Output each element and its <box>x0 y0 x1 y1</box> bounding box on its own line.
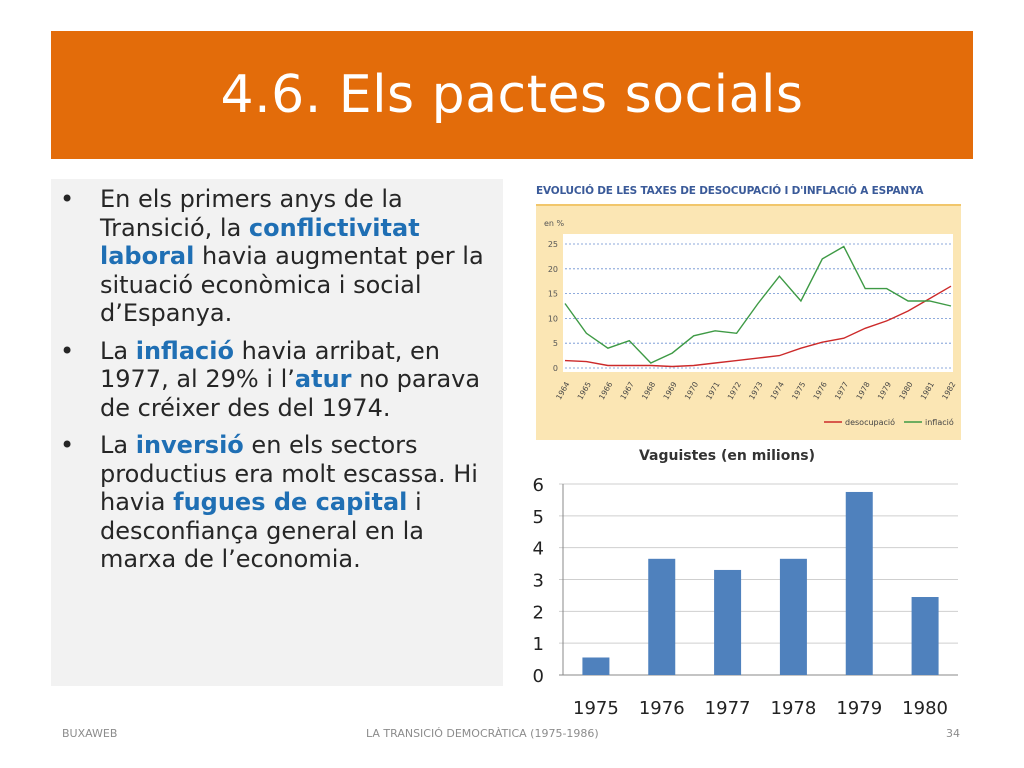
line-x-tick-label: 1968 <box>640 380 657 401</box>
line-x-tick-label: 1972 <box>726 380 743 401</box>
line-x-tick-label: 1973 <box>747 380 764 401</box>
line-x-tick-label: 1966 <box>597 380 614 401</box>
bar-1979 <box>845 491 873 675</box>
line-chart-svg: en % 0 5 10 15 20 25 1964 1965 1966 1967 1968 1969 19… <box>544 219 958 427</box>
line-x-tick-label: 1975 <box>790 380 807 401</box>
bullet-text: en els sectors productius era molt escas… <box>100 431 478 516</box>
bullet-text: no parava de créixer des del 1974. <box>100 365 481 422</box>
line-y-tick-label: 25 <box>548 240 558 249</box>
bar-y-tick-label: 4 <box>533 539 544 560</box>
bullet-text: havia augmentat per la situació econòmic… <box>100 242 484 327</box>
bullet-text: havia arribat, en 1977, al 29% i l’ <box>100 336 440 394</box>
bar-y-tick-label: 0 <box>533 666 544 687</box>
bar-y-tick-label: 1 <box>533 634 544 655</box>
bullet-item: La inversió en els sectors productius er… <box>60 431 495 574</box>
line-x-tick-label: 1976 <box>811 380 828 401</box>
line-chart-panel: en % 0 5 10 15 20 25 1964 1965 1966 1967 1968 1969 19… <box>536 204 961 440</box>
line-x-tick-label: 1974 <box>769 380 786 401</box>
line-x-tick-label: 1980 <box>897 380 914 401</box>
line-x-tick-label: 1971 <box>704 380 721 401</box>
line-x-tick-label: 1977 <box>833 380 850 401</box>
line-y-tick-label: 5 <box>553 339 558 348</box>
legend-label-desocupacio: desocupació <box>845 417 895 427</box>
strikers-bar-chart: Vaguistes (en milions) 0 1 2 3 4 5 6 1975 1976 197… <box>513 440 970 725</box>
bullet-text-box: En els primers anys de la Transició, la … <box>51 179 503 686</box>
bar-y-tick-label: 6 <box>533 475 544 496</box>
bar-x-tick-label: 1976 <box>639 698 685 719</box>
bullet-list: En els primers anys de la Transició, la … <box>51 179 503 574</box>
bar-1980 <box>911 597 939 675</box>
line-x-tick-label: 1979 <box>876 380 893 401</box>
line-x-tick-label: 1981 <box>919 380 936 401</box>
bar-y-tick-label: 5 <box>533 507 544 528</box>
bar-x-tick-label: 1977 <box>705 698 751 719</box>
title-bar: 4.6. Els pactes socials <box>51 31 973 159</box>
legend-label-inflacio: inflació <box>925 417 954 427</box>
line-series-inflació <box>564 245 952 364</box>
bullet-text: La <box>100 431 136 459</box>
highlighted-term: atur <box>294 365 352 393</box>
bar-1976 <box>648 558 676 675</box>
slide-title: 4.6. Els pactes socials <box>220 65 804 125</box>
footer-page-number: 34 <box>946 727 960 740</box>
line-x-tick-label: 1967 <box>618 380 635 401</box>
line-x-tick-label: 1978 <box>854 380 871 401</box>
bullet-text: i desconfiança general en la marxa de l’… <box>100 488 424 573</box>
bar-1977 <box>714 569 742 675</box>
bar-1975 <box>582 657 610 675</box>
bar-x-tick-label: 1980 <box>902 698 948 719</box>
line-x-tick-label: 1970 <box>683 380 700 401</box>
bar-1978 <box>779 558 807 675</box>
line-series-desocupació <box>564 285 952 368</box>
bar-x-tick-label: 1975 <box>573 698 619 719</box>
line-y-tick-label: 15 <box>548 290 558 299</box>
line-y-axis-label: en % <box>544 219 565 228</box>
line-chart-title: EVOLUCIÓ DE LES TAXES DE DESOCUPACIÓ I D… <box>536 185 924 197</box>
line-x-tick-label: 1969 <box>661 380 678 401</box>
line-y-tick-label: 20 <box>548 265 558 274</box>
highlighted-term: inversió <box>135 431 244 459</box>
bullet-item: En els primers anys de la Transició, la … <box>60 185 495 328</box>
line-x-tick-label: 1964 <box>554 380 571 401</box>
bullet-text: En els primers anys de la Transició, la <box>100 185 403 242</box>
line-y-tick-label: 10 <box>548 314 558 323</box>
bar-y-tick-label: 2 <box>533 602 544 623</box>
line-x-tick-label: 1965 <box>576 380 593 401</box>
bar-chart-title: Vaguistes (en milions) <box>639 448 815 464</box>
bar-x-tick-label: 1979 <box>836 698 882 719</box>
footer-left: BUXAWEB <box>62 727 118 740</box>
bullet-text: La <box>100 336 136 365</box>
bullet-item: La inflació havia arribat, en 1977, al 2… <box>60 336 495 423</box>
footer-center: LA TRANSICIÓ DEMOCRÀTICA (1975-1986) <box>366 727 599 740</box>
line-y-tick-label: 0 <box>553 364 558 373</box>
highlighted-term: inflació <box>135 336 234 365</box>
bar-y-tick-label: 3 <box>533 571 544 592</box>
bar-chart-svg: Vaguistes (en milions) 0 1 2 3 4 5 6 1975 1976 197… <box>533 448 958 719</box>
line-x-tick-label: 1982 <box>940 380 957 401</box>
bar-x-tick-label: 1978 <box>771 698 817 719</box>
highlighted-term: fugues de capital <box>173 488 408 516</box>
highlighted-term: conflictivitat laboral <box>100 213 420 271</box>
inflation-unemployment-chart: EVOLUCIÓ DE LES TAXES DE DESOCUPACIÓ I D… <box>533 180 961 440</box>
